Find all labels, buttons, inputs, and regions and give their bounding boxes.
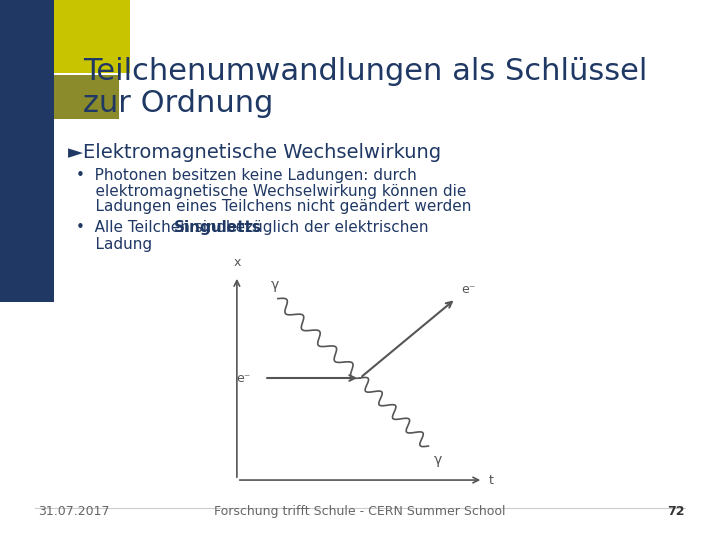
Text: Ladung: Ladung: [76, 237, 152, 252]
Text: zur Ordnung: zur Ordnung: [83, 89, 273, 118]
Text: γ: γ: [271, 278, 279, 292]
Text: bezüglich der elektrischen: bezüglich der elektrischen: [220, 220, 428, 235]
Text: x: x: [233, 256, 240, 269]
Text: •  Photonen besitzen keine Ladungen: durch: • Photonen besitzen keine Ladungen: durc…: [76, 168, 416, 184]
Text: Singuletts: Singuletts: [174, 220, 261, 235]
Text: elektromagnetische Wechselwirkung können die: elektromagnetische Wechselwirkung können…: [76, 184, 466, 199]
Text: 72: 72: [667, 505, 685, 518]
Text: ►Elektromagnetische Wechselwirkung: ►Elektromagnetische Wechselwirkung: [68, 143, 441, 162]
Text: 31.07.2017: 31.07.2017: [38, 505, 109, 518]
Text: Forschung trifft Schule - CERN Summer School: Forschung trifft Schule - CERN Summer Sc…: [215, 505, 505, 518]
Text: e⁻: e⁻: [462, 284, 476, 296]
Text: γ: γ: [434, 453, 442, 467]
Text: e⁻: e⁻: [236, 372, 251, 384]
Text: Teilchenumwandlungen als Schlüssel: Teilchenumwandlungen als Schlüssel: [83, 57, 647, 86]
Text: •  Alle Teilchen sind: • Alle Teilchen sind: [76, 220, 231, 235]
Text: t: t: [489, 474, 493, 487]
Text: Ladungen eines Teilchens nicht geändert werden: Ladungen eines Teilchens nicht geändert …: [76, 199, 471, 214]
